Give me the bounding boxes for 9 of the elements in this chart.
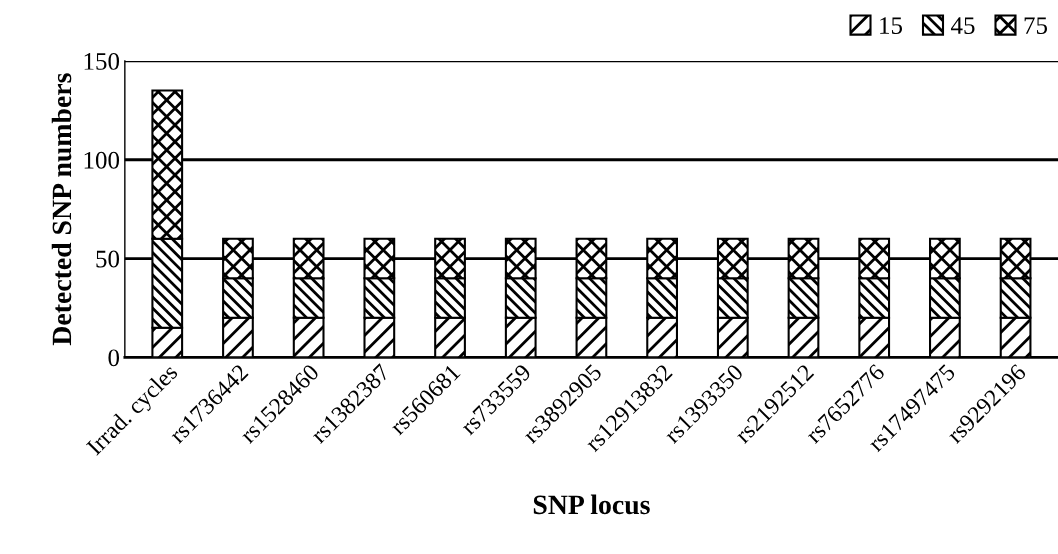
legend-label: 15 [880, 17, 903, 35]
legend-label: 45 [950, 17, 975, 35]
legend-label: 75 [1024, 17, 1048, 35]
y-tick-label: 50 [96, 250, 120, 268]
x-axis-title: SNP locus [533, 494, 650, 515]
y-axis-title: Detected SNP numbers [51, 73, 72, 346]
y-tick-label: 150 [84, 52, 120, 70]
y-tick-label: 100 [84, 151, 120, 169]
y-tick-label: 0 [108, 349, 120, 367]
